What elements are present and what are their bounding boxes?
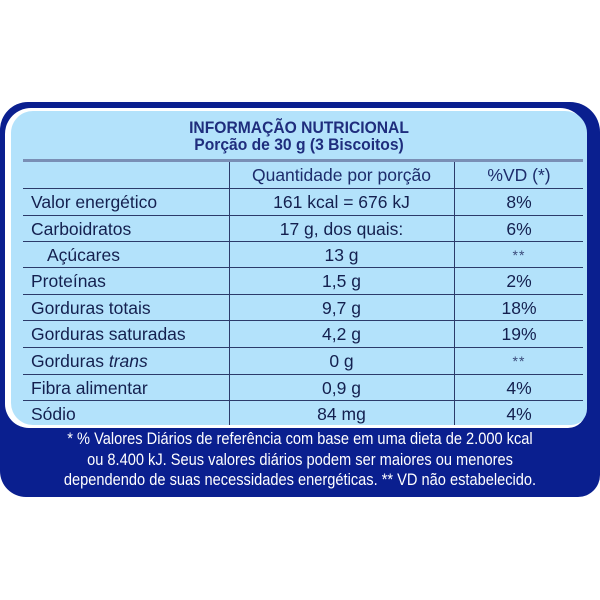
- row-divider: [23, 241, 583, 242]
- nutrient-name: Fibra alimentar: [31, 378, 148, 398]
- nutrient-name: Gorduras saturadas: [31, 324, 186, 344]
- nutrient-dv: **: [512, 353, 526, 369]
- column-header-nutrient: [23, 162, 236, 188]
- table-header-row: Quantidade por porção %VD (*): [23, 162, 583, 188]
- column-header-dv: %VD (*): [487, 165, 551, 185]
- row-divider: [23, 267, 583, 268]
- nutrient-name: Proteínas: [31, 271, 106, 291]
- row-divider: [23, 320, 583, 321]
- row-divider: [23, 188, 583, 189]
- column-header-amount: Quantidade por porção: [251, 165, 432, 185]
- table-row: Gorduras trans 0 g **: [23, 348, 583, 374]
- nutrient-dv: 4%: [506, 378, 532, 398]
- label-heading: INFORMAÇÃO NUTRICIONAL Porção de 30 g (3…: [34, 111, 564, 160]
- nutrient-name: Gorduras totais: [31, 298, 151, 318]
- nutrient-dv: 8%: [506, 192, 532, 212]
- nutrient-amount: 161 kcal = 676 kJ: [273, 192, 410, 212]
- label-title: INFORMAÇÃO NUTRICIONAL: [189, 118, 409, 137]
- nutrient-amount: 17 g, dos quais:: [279, 219, 404, 239]
- table-row: Açúcares 13 g **: [23, 242, 583, 268]
- nutrient-amount: 13 g: [324, 245, 359, 265]
- nutrient-amount: 0 g: [329, 351, 354, 371]
- nutrition-label: INFORMAÇÃO NUTRICIONAL Porção de 30 g (3…: [0, 102, 600, 497]
- nutrient-name: Açúcares: [47, 245, 120, 265]
- row-divider: [23, 374, 583, 375]
- column-divider: [229, 162, 230, 425]
- nutrient-name: Carboidratos: [31, 219, 132, 239]
- nutrient-dv: **: [512, 247, 526, 263]
- nutrient-amount: 9,7 g: [322, 298, 361, 318]
- table-row: Gorduras totais 9,7 g 18%: [23, 295, 583, 321]
- nutrient-amount: 1,5 g: [322, 271, 361, 291]
- nutrient-name: Valor energético: [31, 192, 158, 212]
- nutrient-amount: 0,9 g: [322, 378, 361, 398]
- footnote-line: ou 8.400 kJ. Seus valores diários podem …: [87, 449, 513, 469]
- row-divider: [23, 347, 583, 348]
- nutrient-name-italic: trans: [108, 351, 148, 371]
- nutrient-amount: 84 mg: [317, 404, 366, 424]
- nutrition-table-panel: INFORMAÇÃO NUTRICIONAL Porção de 30 g (3…: [11, 111, 587, 425]
- row-divider: [23, 400, 583, 401]
- table-row: Gorduras saturadas 4,2 g 19%: [23, 321, 583, 347]
- nutrient-dv: 6%: [506, 219, 532, 239]
- table-row: Sódio 84 mg 4%: [23, 401, 583, 425]
- nutrient-name: Gorduras trans: [23, 348, 236, 374]
- column-divider: [454, 162, 455, 425]
- nutrient-dv: 19%: [501, 324, 537, 344]
- nutrient-dv: 4%: [506, 404, 532, 424]
- nutrient-dv: 2%: [506, 271, 532, 291]
- table-row: Carboidratos 17 g, dos quais: 6%: [23, 216, 583, 242]
- label-footnote: * % Valores Diários de referência com ba…: [8, 427, 592, 493]
- table-row: Valor energético 161 kcal = 676 kJ 8%: [23, 189, 583, 215]
- table-row: Proteínas 1,5 g 2%: [23, 268, 583, 294]
- heading-divider: [23, 159, 583, 162]
- nutrient-name-main: Gorduras: [31, 351, 104, 371]
- table-row: Fibra alimentar 0,9 g 4%: [23, 375, 583, 401]
- row-divider: [23, 294, 583, 295]
- nutrient-dv: 18%: [501, 298, 537, 318]
- nutrient-name: Sódio: [31, 404, 76, 424]
- serving-size: Porção de 30 g (3 Biscoitos): [194, 135, 404, 154]
- nutrient-amount: 4,2 g: [322, 324, 361, 344]
- footnote-line: dependendo de suas necessidades energéti…: [63, 470, 537, 489]
- row-divider: [23, 215, 583, 216]
- footnote-line: * % Valores Diários de referência com ba…: [67, 429, 533, 448]
